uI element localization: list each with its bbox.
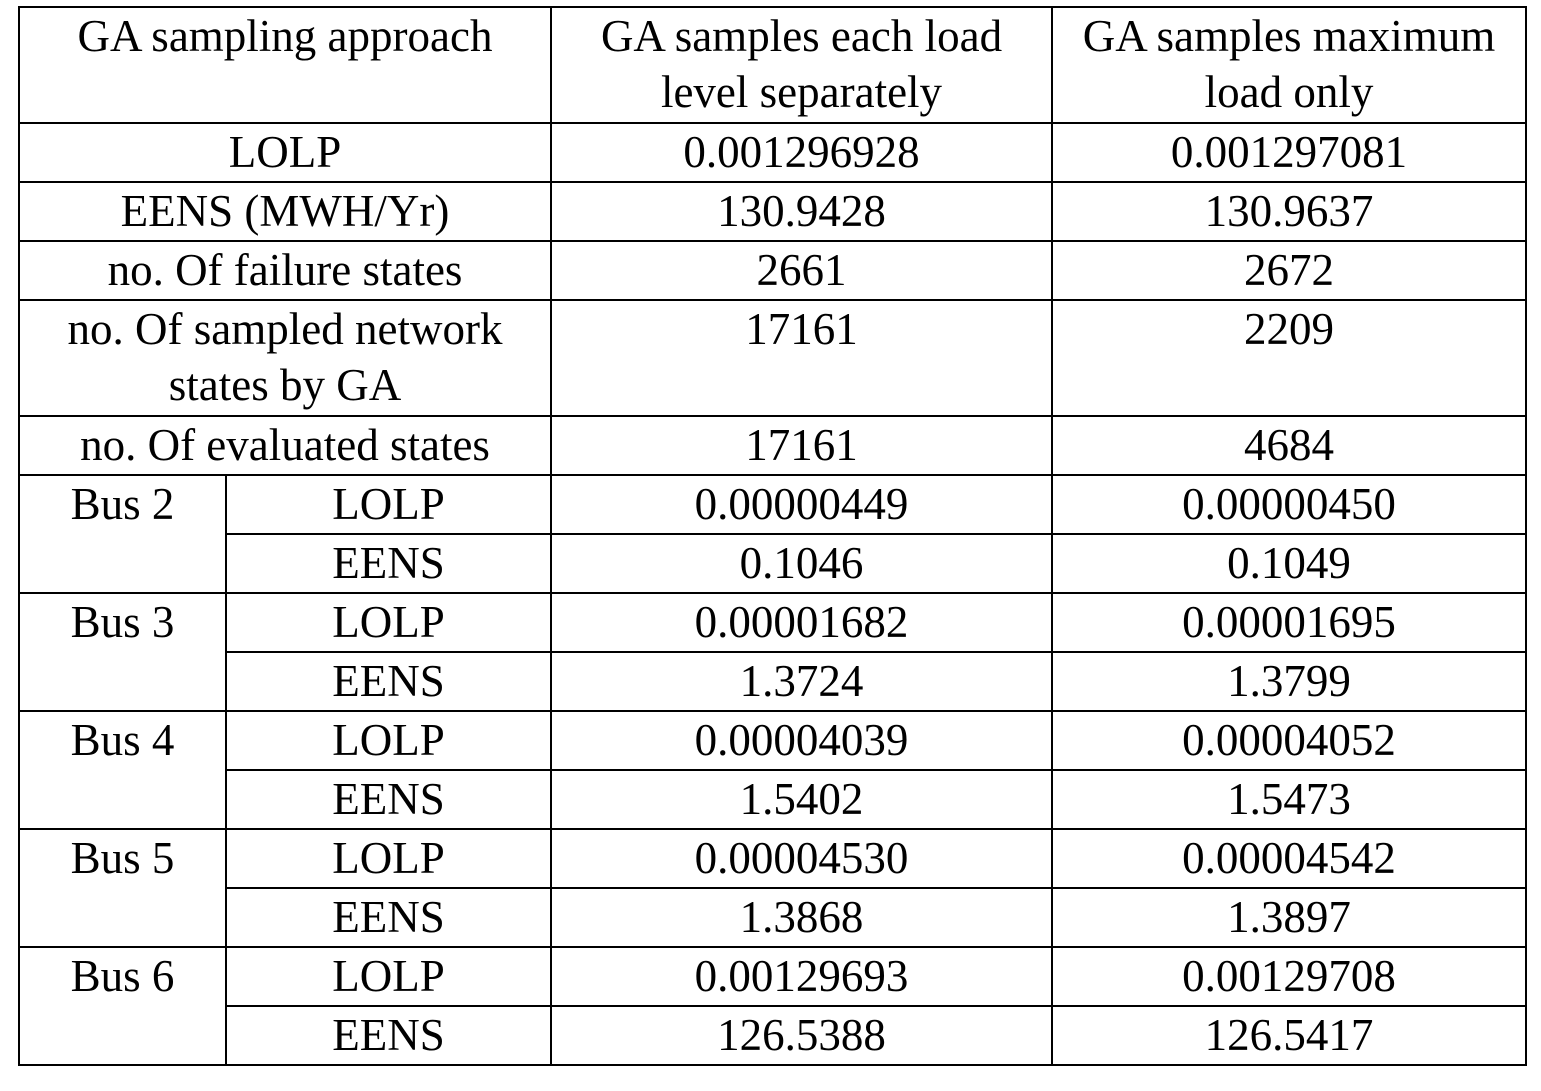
value-cell: 0.00001682 [550, 592, 1054, 653]
bus-label: Bus 5 [18, 828, 227, 948]
value-cell: 1.5402 [550, 769, 1054, 830]
row-label: LOLP [17, 122, 553, 183]
value-cell: 0.00000449 [550, 474, 1054, 535]
bus-label: Bus 4 [18, 710, 227, 830]
bus-label: Bus 6 [18, 946, 227, 1066]
table-row: EENS 1.5402 1.5473 [19, 769, 1528, 830]
table-row: EENS 126.5388 126.5417 [19, 1005, 1528, 1066]
table-row: Bus 6 LOLP 0.00129693 0.00129708 [18, 946, 1528, 1066]
metric-label: LOLP [224, 592, 553, 653]
table-body: GA sampling approach GA samples each load… [17, 6, 1528, 1066]
table-row: Bus 3 LOLP 0.00001682 0.00001695 [18, 592, 1528, 712]
value-cell: 130.9637 [1051, 181, 1528, 242]
value-cell: 0.00004542 [1051, 828, 1528, 889]
table-row: no. Of failure states 2661 2672 [17, 240, 1528, 301]
value-cell: 0.00129693 [550, 946, 1054, 1007]
header-cell: GA samples each load level separately [550, 6, 1054, 124]
value-cell: 1.3799 [1051, 651, 1528, 712]
metric-label: LOLP [224, 828, 553, 889]
value-cell: 0.00004530 [550, 828, 1054, 889]
row-label: no. Of failure states [17, 240, 553, 301]
value-cell: 2661 [550, 240, 1054, 301]
value-cell: 126.5388 [550, 1005, 1054, 1066]
results-table: GA sampling approach GA samples each load… [17, 6, 1528, 1066]
header-cell: GA samples maximum load only [1051, 6, 1528, 124]
metric-label: LOLP [224, 474, 553, 535]
metric-label: EENS [224, 887, 553, 948]
value-cell: 0.00001695 [1051, 592, 1528, 653]
metric-label: EENS [224, 769, 553, 830]
value-cell: 0.1046 [550, 533, 1054, 594]
table-row: EENS 0.1046 0.1049 [19, 533, 1528, 594]
value-cell: 0.00129708 [1051, 946, 1528, 1007]
value-cell: 1.3897 [1051, 887, 1528, 948]
value-cell: 1.5473 [1051, 769, 1528, 830]
row-label: EENS (MWH/Yr) [17, 181, 553, 242]
table-row: EENS 1.3868 1.3897 [19, 887, 1528, 948]
value-cell: 1.3868 [550, 887, 1054, 948]
bus-label: Bus 2 [18, 474, 227, 594]
value-cell: 0.00004039 [550, 710, 1054, 771]
metric-label: LOLP [224, 946, 553, 1007]
metric-label: EENS [224, 1005, 553, 1066]
table-row: no. Of sampled network states by GA 17161… [17, 299, 1528, 417]
row-label: no. Of sampled network states by GA [17, 299, 553, 417]
value-cell: 4684 [1051, 415, 1528, 476]
metric-label: EENS [224, 651, 553, 712]
value-cell: 2209 [1051, 299, 1528, 417]
row-label: no. Of evaluated states [17, 415, 553, 476]
value-cell: 126.5417 [1051, 1005, 1528, 1066]
header-cell: GA sampling approach [17, 6, 553, 124]
bus-label: Bus 3 [18, 592, 227, 712]
table-row: GA sampling approach GA samples each load… [17, 6, 1528, 124]
value-cell: 0.001297081 [1051, 122, 1528, 183]
value-cell: 0.00004052 [1051, 710, 1528, 771]
value-cell: 0.001296928 [550, 122, 1054, 183]
table-row: EENS 1.3724 1.3799 [19, 651, 1528, 712]
table-row: no. Of evaluated states 17161 4684 [17, 415, 1528, 476]
table-row: Bus 2 LOLP 0.00000449 0.00000450 [18, 474, 1528, 594]
table-row: LOLP 0.001296928 0.001297081 [17, 122, 1528, 183]
table-row: Bus 4 LOLP 0.00004039 0.00004052 [18, 710, 1528, 830]
metric-label: EENS [224, 533, 553, 594]
value-cell: 17161 [550, 415, 1054, 476]
value-cell: 0.1049 [1051, 533, 1528, 594]
value-cell: 1.3724 [550, 651, 1054, 712]
value-cell: 17161 [550, 299, 1054, 417]
value-cell: 0.00000450 [1051, 474, 1528, 535]
value-cell: 2672 [1051, 240, 1528, 301]
value-cell: 130.9428 [550, 181, 1054, 242]
table-row: EENS (MWH/Yr) 130.9428 130.9637 [17, 181, 1528, 242]
metric-label: LOLP [224, 710, 553, 771]
table-row: Bus 5 LOLP 0.00004530 0.00004542 [18, 828, 1528, 948]
